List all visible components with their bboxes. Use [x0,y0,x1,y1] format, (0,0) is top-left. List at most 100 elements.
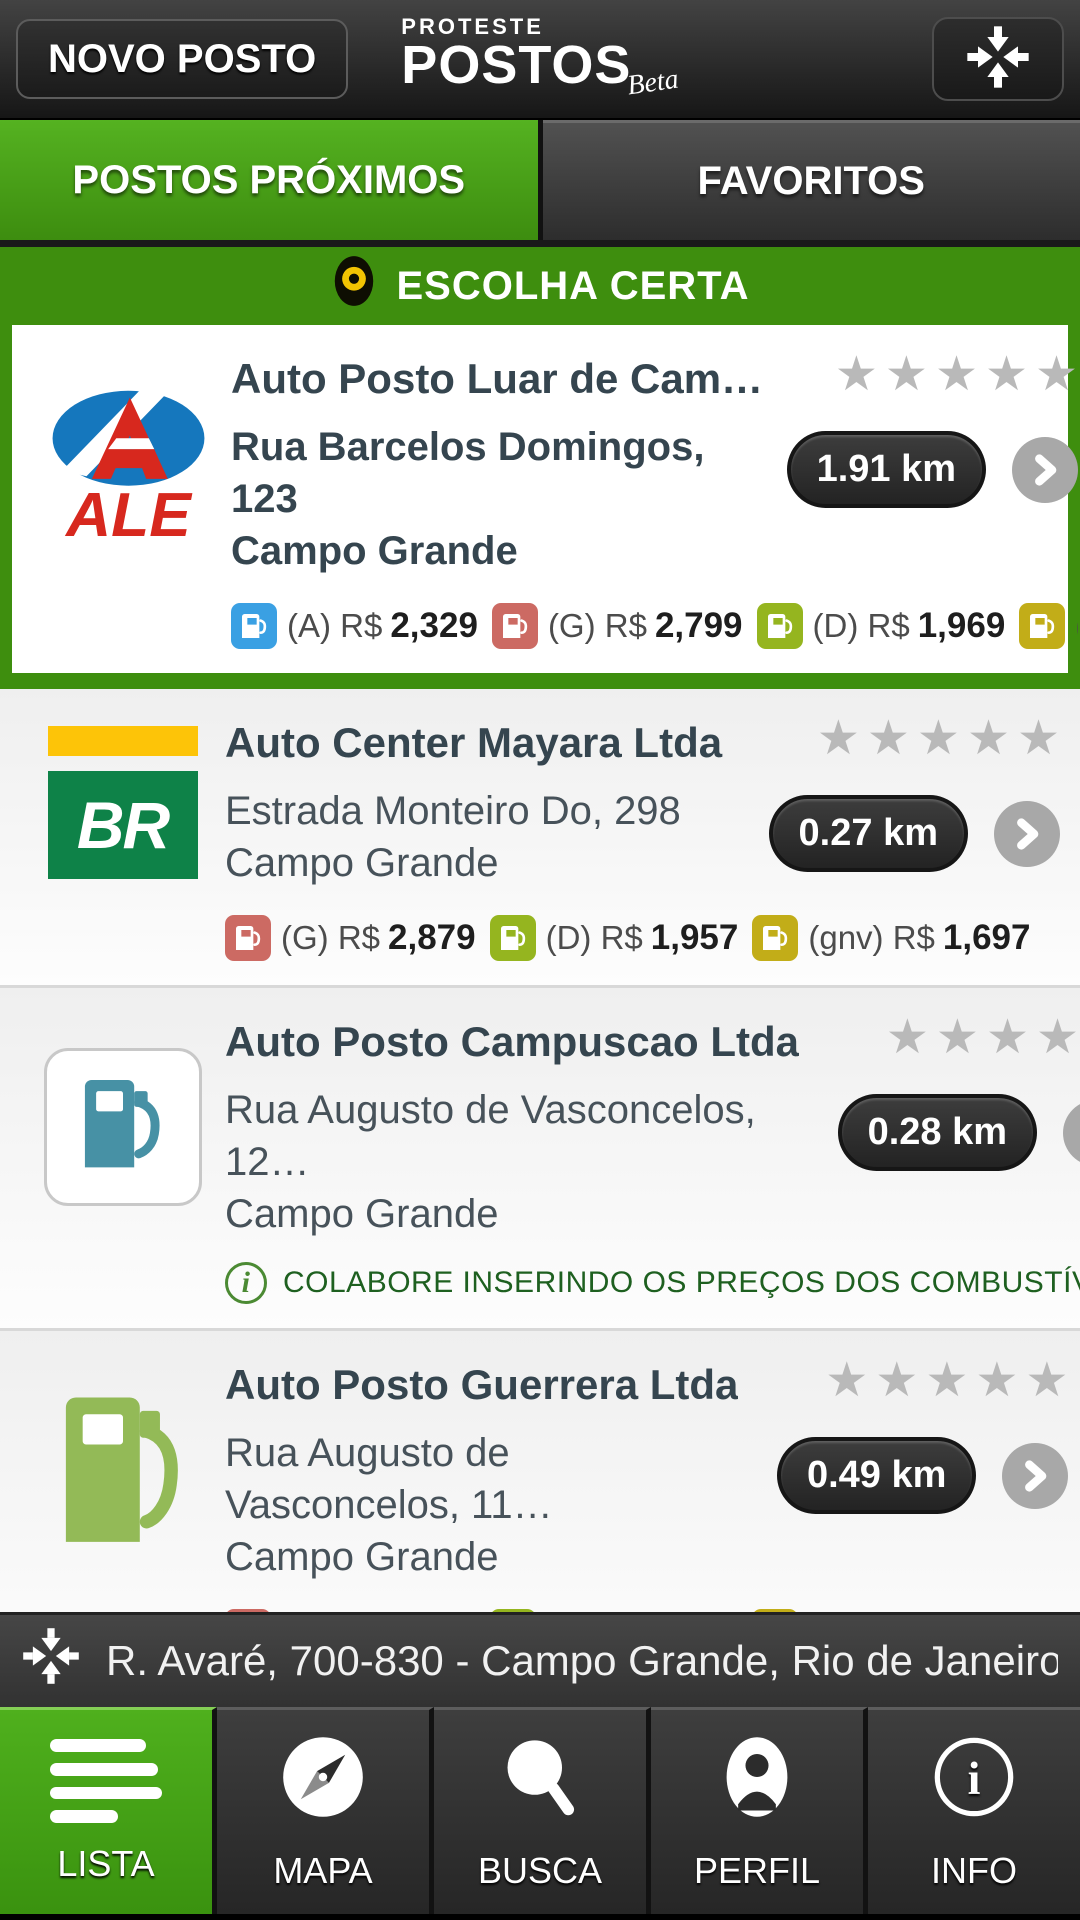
star-icon: ★ [916,712,960,765]
info-icon: i [225,1262,267,1304]
arrows-inward-icon [22,1627,80,1695]
star-icon: ★ [866,712,910,765]
station-meta: ★★★★★ 0.28 km [799,1014,1080,1240]
fuel-pump-icon [231,603,277,649]
station-name: Auto Posto Luar de Cam… [231,355,764,402]
rating-stars: ★★★★★ [825,1357,1068,1405]
nav-label: BUSCA [477,1849,603,1891]
star-icon: ★ [1025,1354,1069,1407]
collaborate-notice: i COLABORE INSERINDO OS PREÇOS DOS COMBU… [225,1262,1080,1304]
star-icon: ★ [935,1011,979,1064]
bullseye-icon [331,255,377,317]
fuel-pump-icon [48,1384,198,1557]
tab-bar: POSTOS PRÓXIMOS FAVORITOS [0,120,1080,247]
station-info: Auto Center Mayara Ltda Estrada Monteiro… [225,715,730,889]
station-address: Estrada Monteiro Do, 298 Campo Grande [225,785,730,889]
station-row[interactable]: Auto Posto Campuscao Ltda Rua Augusto de… [0,988,1080,1331]
svg-text:i: i [968,1752,981,1803]
station-address: Rua Augusto de Vasconcelos, 11… Campo Gr… [225,1427,738,1583]
distance-badge: 0.28 km [837,1094,1038,1171]
distance-badge: 0.27 km [768,795,968,872]
star-icon: ★ [984,348,1029,401]
br-logo-text: BR [76,787,170,862]
fuel-price-gnv: (gnv) R$1,689 [1019,603,1078,649]
escolha-certa-banner: ESCOLHA CERTA [12,247,1068,325]
nav-item-lista[interactable]: LISTA [0,1707,217,1914]
tab-postos-proximos-label: POSTOS PRÓXIMOS [72,157,466,202]
fuel-pump-icon [491,603,538,649]
address-line1: Estrada Monteiro Do, 298 [225,789,681,833]
star-icon: ★ [834,348,878,401]
fuel-prices: (G) R$ 2,879 (D) R$ 1,957 (gnv) R$ 1,697 [225,915,1060,961]
brand-logo-br: BR [20,715,225,889]
fuel-pump-icon [489,915,536,961]
compass-icon [279,1733,367,1830]
collaborate-notice-text: COLABORE INSERINDO OS PREÇOS DOS COMBUST… [283,1266,1080,1299]
arrows-inward-icon [966,25,1030,94]
brand-logo-generic [20,1357,225,1583]
address-line1: Rua Augusto de Vasconcelos, 11… [225,1431,553,1527]
station-row[interactable]: ALE Auto Posto Luar de Cam… Rua Barcelos… [12,325,1079,673]
address-line2: Campo Grande [231,529,518,573]
rating-stars: ★★★★★ [817,715,1060,763]
tab-favoritos[interactable]: FAVORITOS [542,120,1080,240]
fuel-price-gasoline: (G) R$ 2,799 [491,603,743,649]
brand-logo-ale: ALE [26,351,231,577]
chevron-right-button[interactable] [1063,1099,1080,1166]
nav-item-perfil[interactable]: PERFIL [651,1707,868,1914]
logo-postos-text: POSTOS [401,35,632,95]
rating-stars: ★★★★★ [886,1014,1080,1062]
fuel-price-alcohol: (A) R$ 2,329 [231,603,478,649]
station-meta: ★ ★ ★ ★ ★ 1.91 km [763,351,1079,577]
profile-icon [713,1733,801,1830]
rating-stars: ★★★★★ [835,351,1078,399]
distance-badge: 1.91 km [786,431,987,508]
nav-item-mapa[interactable]: MAPA [217,1707,434,1914]
star-icon: ★ [1016,712,1060,765]
chevron-right-button[interactable] [1012,436,1079,503]
star-icon: ★ [885,1011,929,1064]
fuel-price-diesel: (D) R$ 1,957 [489,915,738,961]
escolha-certa-section: ESCOLHA CERTA ALE Auto Posto Luar de Cam… [0,247,1080,689]
app-logo: PROTESTE POSTOSBeta [401,14,680,102]
station-name: Auto Posto Campuscao Ltda [225,1018,800,1065]
fuel-pump-icon [225,915,271,961]
fuel-pump-icon [43,1048,202,1206]
bottom-nav: LISTA MAPA BUSCA [0,1707,1080,1920]
nav-label: PERFIL [693,1849,821,1891]
center-map-button[interactable] [932,17,1064,101]
fuel-pump-icon [752,915,799,961]
distance-badge: 0.49 km [776,1437,977,1514]
new-station-button[interactable]: NOVO POSTO [16,19,349,99]
star-icon: ★ [825,1354,869,1407]
nav-item-busca[interactable]: BUSCA [434,1707,651,1914]
current-location-text: R. Avaré, 700-830 - Campo Grande, Rio de… [106,1637,1058,1684]
chevron-right-button[interactable] [994,800,1060,867]
star-icon: ★ [816,712,860,765]
star-icon: ★ [875,1354,919,1407]
chevron-right-button[interactable] [1002,1442,1069,1509]
station-address: Rua Barcelos Domingos, 123 Campo Grande [231,421,763,577]
station-meta: ★ ★ ★ ★ ★ 0.27 km [730,715,1060,889]
address-line2: Campo Grande [225,1535,499,1579]
station-address: Rua Augusto de Vasconcelos, 12… Campo Gr… [225,1084,799,1240]
station-name: Auto Center Mayara Ltda [225,719,723,766]
station-row[interactable]: BR Auto Center Mayara Ltda Estrada Monte… [0,689,1080,988]
star-icon: ★ [884,348,928,401]
fuel-price-gnv: (gnv) R$ 1,697 [752,915,1031,961]
current-location-bar[interactable]: R. Avaré, 700-830 - Campo Grande, Rio de… [0,1612,1080,1707]
brand-logo-generic [20,1014,225,1240]
star-icon: ★ [925,1354,969,1407]
app-header: NOVO POSTO PROTESTE POSTOSBeta [0,0,1080,120]
fuel-price-gasoline: (G) R$ 2,879 [225,915,476,961]
tab-postos-proximos[interactable]: POSTOS PRÓXIMOS [0,120,538,240]
star-icon: ★ [1035,1011,1080,1064]
station-info: Auto Posto Luar de Cam… Rua Barcelos Dom… [231,351,763,577]
station-meta: ★ ★ ★ ★ ★ 0.49 km [738,1357,1069,1583]
nav-item-info[interactable]: i INFO [868,1707,1080,1914]
fuel-prices: (A) R$2,329 (G) R$2,799 (D) R$1,969 (gnv… [231,603,1078,649]
logo-proteste-text: PROTESTE [401,14,544,39]
star-icon: ★ [966,712,1010,765]
address-line2: Campo Grande [225,1192,499,1236]
nav-label: INFO [931,1849,1017,1891]
